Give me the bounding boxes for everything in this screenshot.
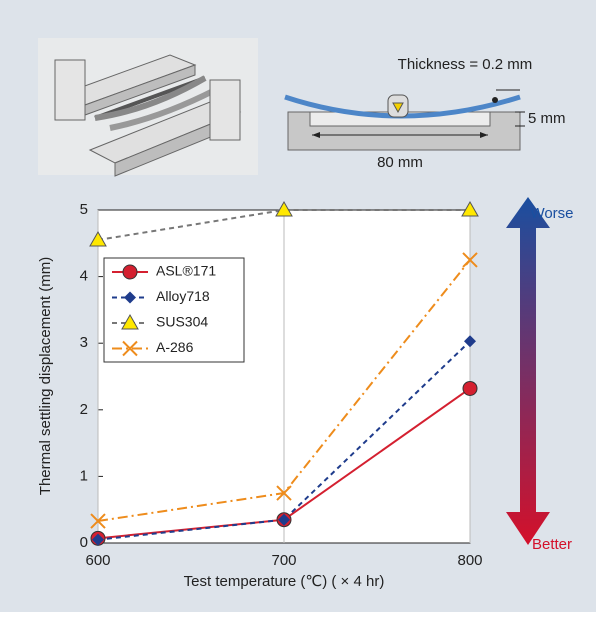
data-point: [92, 533, 104, 546]
depth-label: 5 mm: [528, 110, 566, 127]
data-point: [462, 252, 478, 268]
data-point: [461, 200, 479, 217]
legend-marker: [121, 313, 139, 330]
legend-marker: [122, 340, 138, 357]
x-tick-label: 700: [271, 552, 296, 569]
data-point: [462, 380, 478, 396]
y-tick-label: 3: [80, 334, 88, 351]
data-point: [89, 230, 107, 247]
legend-label: A-286: [156, 339, 194, 355]
y-tick-label: 2: [80, 401, 88, 418]
data-point: [278, 513, 290, 526]
y-tick-label: 5: [80, 201, 88, 218]
legend-label: SUS304: [156, 314, 208, 330]
legend: ASL®171 Alloy718 SUS304 A-286: [103, 257, 245, 363]
span-label: 80 mm: [377, 154, 423, 171]
legend-marker: [124, 291, 136, 304]
y-tick-label: 0: [80, 534, 88, 551]
x-axis-label: Test temperature (℃) ( × 4 hr): [184, 573, 385, 590]
x-tick-label: 800: [457, 552, 482, 569]
fixture-illustration: [38, 38, 258, 177]
y-axis-label: Thermal settling displacement (mm): [37, 257, 54, 495]
legend-label: Alloy718: [156, 288, 210, 304]
y-tick-label: 4: [80, 268, 88, 285]
data-point: [464, 335, 476, 348]
legend-label: ASL®171: [156, 263, 216, 279]
thickness-label: Thickness = 0.2 mm: [398, 56, 533, 73]
quality-arrow: [506, 197, 550, 545]
legend-marker: [122, 264, 138, 280]
x-tick-label: 600: [85, 552, 110, 569]
data-point: [90, 513, 106, 529]
data-point: [275, 200, 293, 217]
data-point: [276, 485, 292, 501]
section-diagram: Thickness = 0.2 mm 5 mm 80 mm: [284, 56, 566, 171]
better-label: Better: [532, 536, 572, 553]
y-tick-label: 1: [80, 467, 88, 484]
worse-label: Worse: [530, 205, 573, 222]
